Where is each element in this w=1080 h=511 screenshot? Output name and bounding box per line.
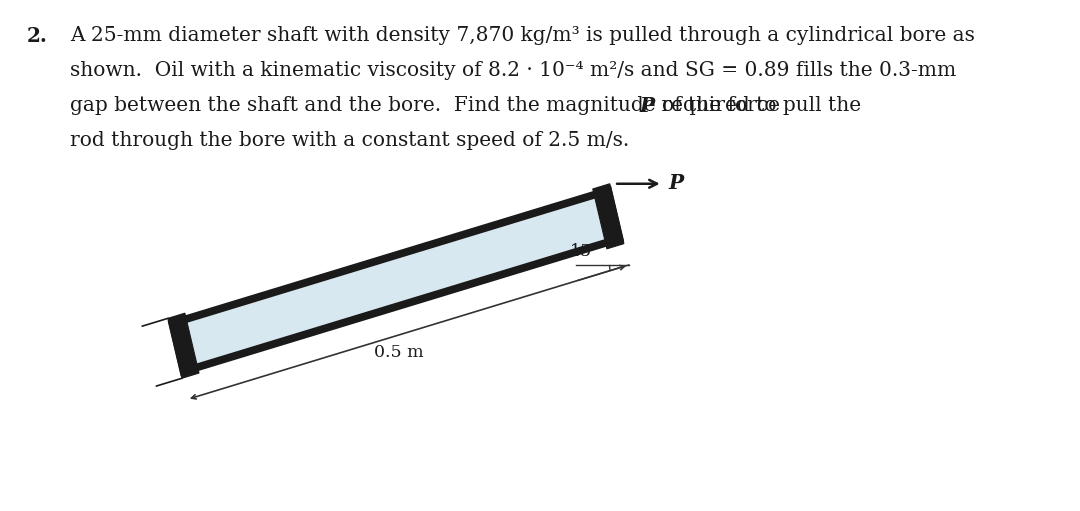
Polygon shape	[167, 313, 199, 378]
Polygon shape	[593, 184, 624, 249]
Text: A 25-mm diameter shaft with density 7,870 kg/m³ is pulled through a cylindrical : A 25-mm diameter shaft with density 7,87…	[70, 26, 975, 45]
Polygon shape	[168, 187, 612, 328]
Text: 2.: 2.	[26, 26, 48, 46]
Polygon shape	[179, 234, 623, 376]
Polygon shape	[171, 194, 622, 368]
Text: gap between the shaft and the bore.  Find the magnitude of the force: gap between the shaft and the bore. Find…	[70, 96, 786, 115]
Text: 0.5 m: 0.5 m	[375, 344, 424, 361]
Text: rod through the bore with a constant speed of 2.5 m/s.: rod through the bore with a constant spe…	[70, 131, 630, 150]
Text: required to pull the: required to pull the	[654, 96, 861, 115]
Text: 15°: 15°	[569, 243, 600, 260]
Text: P: P	[669, 173, 684, 193]
Text: shown.  Oil with a kinematic viscosity of 8.2 · 10⁻⁴ m²/s and SG = 0.89 fills th: shown. Oil with a kinematic viscosity of…	[70, 61, 957, 80]
Text: P: P	[639, 96, 654, 116]
